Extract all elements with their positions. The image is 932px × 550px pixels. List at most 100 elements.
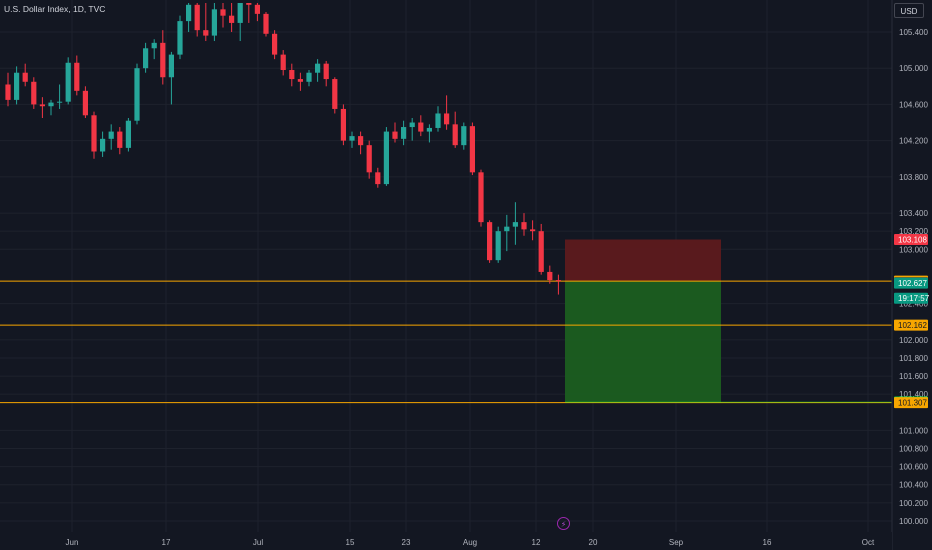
time-axis[interactable] — [0, 532, 892, 550]
candle-body — [495, 231, 501, 261]
y-tick-label: 101.000 — [899, 426, 928, 435]
y-tick-label: 100.000 — [899, 517, 928, 526]
candle-body — [280, 54, 286, 71]
y-tick-label: 103.000 — [899, 245, 928, 254]
candle-body — [160, 42, 166, 78]
candle-body — [22, 72, 28, 82]
candle-body — [74, 62, 80, 91]
x-tick-label: Sep — [669, 538, 684, 547]
candle-body — [91, 115, 97, 152]
candle-body — [177, 21, 183, 55]
candle-body — [469, 126, 475, 173]
candle-body — [340, 108, 346, 141]
candle-body — [108, 131, 114, 139]
y-tick-label: 104.600 — [899, 100, 928, 109]
candle-body — [203, 30, 209, 36]
candle-body — [254, 4, 260, 14]
candle-body — [125, 120, 131, 148]
candle-body — [306, 72, 312, 82]
x-tick-label: 16 — [763, 538, 772, 547]
candle-body — [100, 138, 106, 152]
stop-loss-zone[interactable] — [565, 239, 721, 282]
candle-body — [332, 79, 338, 109]
candle-body — [186, 4, 192, 22]
y-tick-label: 101.800 — [899, 354, 928, 363]
lightning-icon[interactable]: ⚡ — [557, 517, 570, 530]
x-tick-label: 15 — [346, 538, 355, 547]
candle-body — [461, 126, 467, 146]
y-tick-label: 101.600 — [899, 372, 928, 381]
symbol-title[interactable]: U.S. Dollar Index, 1D, TVC — [4, 4, 106, 14]
x-tick-label: 17 — [162, 538, 171, 547]
candle-body — [358, 136, 364, 146]
price-tag — [894, 397, 928, 409]
candle-body — [504, 226, 510, 232]
x-tick-label: Aug — [463, 538, 477, 547]
y-tick-label: 105.400 — [899, 28, 928, 37]
candle-body — [555, 280, 561, 282]
candle-body — [418, 122, 424, 132]
price-tag — [894, 292, 928, 304]
candle-body — [426, 127, 432, 132]
candle-body — [168, 54, 174, 78]
candle-body — [5, 84, 11, 100]
candle-body — [211, 9, 217, 36]
candle-body — [392, 131, 398, 139]
candle-body — [366, 145, 372, 173]
y-tick-label: 103.800 — [899, 173, 928, 182]
y-tick-label: 102.000 — [899, 336, 928, 345]
price-tag — [894, 319, 928, 331]
currency-button[interactable]: USD — [894, 3, 924, 18]
candle-body — [289, 70, 295, 80]
price-tag-label: 101.307 — [898, 399, 927, 408]
candle-body — [521, 222, 527, 230]
y-tick-label: 100.400 — [899, 481, 928, 490]
candle-body — [134, 68, 140, 121]
price-tag — [894, 277, 928, 289]
candle-body — [31, 81, 37, 105]
candle-body — [409, 122, 415, 128]
y-tick-label: 102.400 — [899, 300, 928, 309]
candle-body — [487, 222, 493, 261]
price-tag-label: 103.108 — [898, 236, 927, 245]
candle-body — [272, 33, 278, 55]
x-tick-label: 20 — [589, 538, 598, 547]
candle-body — [39, 104, 45, 107]
price-tag-label: 19:17:57 — [898, 294, 930, 303]
candle-body — [512, 222, 518, 227]
price-tag-label: 102.627 — [898, 279, 927, 288]
candle-body — [538, 231, 544, 272]
candle-body — [65, 62, 71, 102]
candle-body — [401, 127, 407, 139]
candle-body — [220, 9, 226, 16]
y-tick-label: 103.200 — [899, 227, 928, 236]
candle-body — [143, 48, 149, 69]
candle-body — [375, 172, 381, 185]
candle-body — [478, 172, 484, 223]
y-tick-label: 100.800 — [899, 445, 928, 454]
price-tag-label: 102.162 — [898, 321, 927, 330]
x-tick-label: 23 — [402, 538, 411, 547]
candle-body — [297, 79, 303, 82]
candle-body — [246, 3, 252, 5]
price-tag — [894, 234, 928, 246]
y-tick-label: 100.600 — [899, 463, 928, 472]
candle-body — [14, 72, 20, 100]
candle-body — [435, 113, 441, 128]
candle-body — [323, 63, 329, 80]
x-tick-label: Oct — [862, 538, 875, 547]
candle-body — [48, 102, 54, 107]
take-profit-zone[interactable] — [565, 281, 721, 403]
candle-body — [117, 131, 123, 148]
y-tick-label: 103.400 — [899, 209, 928, 218]
price-axis[interactable] — [892, 0, 932, 550]
y-tick-label: 105.000 — [899, 64, 928, 73]
candle-body — [263, 13, 269, 34]
candle-body — [547, 271, 553, 281]
x-tick-label: Jul — [253, 538, 263, 547]
candle-body — [444, 113, 450, 125]
candle-body — [383, 131, 389, 185]
x-tick-label: Jun — [66, 538, 79, 547]
candle-body — [315, 63, 321, 73]
